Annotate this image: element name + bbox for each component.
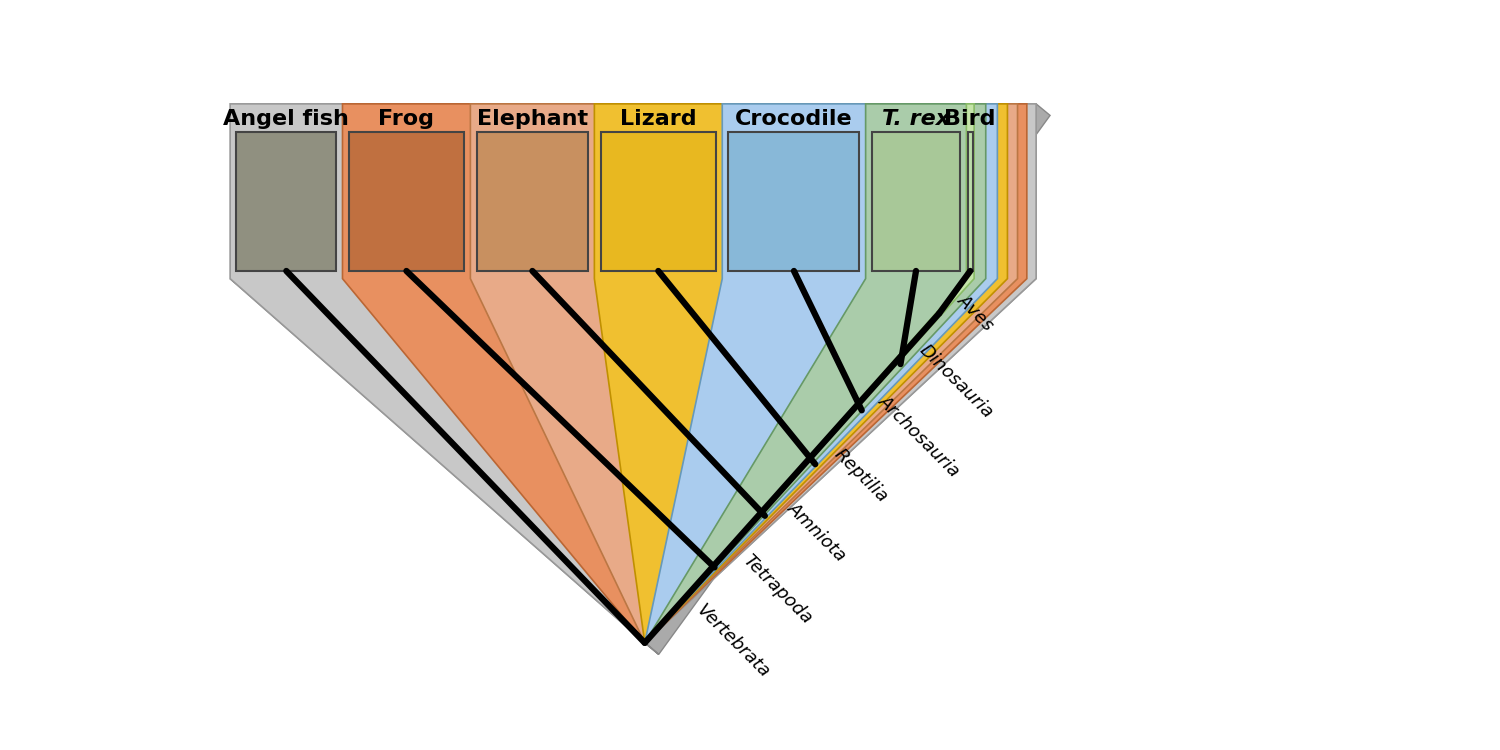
Text: Vertebrata: Vertebrata: [693, 601, 772, 682]
Polygon shape: [645, 104, 1050, 655]
Bar: [348, 132, 464, 271]
Text: Frog: Frog: [378, 110, 435, 129]
Text: Bird: Bird: [945, 110, 996, 129]
Text: Tetrapoda: Tetrapoda: [740, 551, 816, 628]
Text: T. rex: T. rex: [882, 110, 950, 129]
Polygon shape: [594, 104, 1008, 643]
Text: Crocodile: Crocodile: [735, 110, 852, 129]
Polygon shape: [645, 104, 974, 643]
Polygon shape: [230, 104, 1036, 643]
Bar: [729, 132, 860, 271]
Text: Elephant: Elephant: [477, 110, 588, 129]
Polygon shape: [471, 104, 1017, 643]
Text: Dinosauria: Dinosauria: [916, 341, 996, 422]
Bar: [968, 132, 972, 271]
Bar: [237, 132, 336, 271]
Bar: [477, 132, 588, 271]
Text: Reptilia: Reptilia: [831, 446, 891, 506]
Polygon shape: [645, 104, 986, 643]
Text: Lizard: Lizard: [620, 110, 696, 129]
Polygon shape: [342, 104, 1028, 643]
Text: Archosauria: Archosauria: [874, 392, 963, 480]
Polygon shape: [645, 104, 998, 643]
Polygon shape: [230, 279, 658, 655]
Text: Angel fish: Angel fish: [224, 110, 350, 129]
Text: Aves: Aves: [954, 292, 998, 335]
Bar: [871, 132, 960, 271]
Bar: [600, 132, 716, 271]
Text: Amniota: Amniota: [784, 500, 850, 566]
